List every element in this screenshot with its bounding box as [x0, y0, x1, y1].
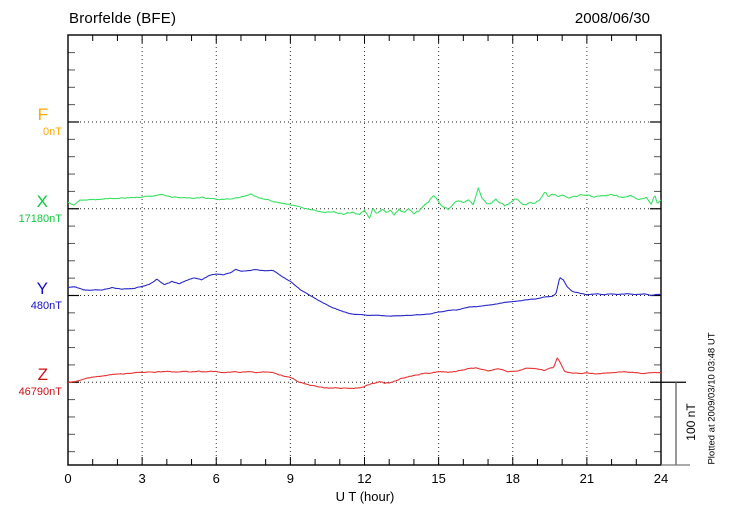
scale-bar-label: 100 nT — [684, 403, 698, 441]
channel-F-label: F — [37, 105, 48, 124]
channel-Y-label: Y — [36, 278, 48, 298]
hour-tick-label: 21 — [579, 471, 595, 486]
hour-tick-label: 15 — [431, 471, 446, 486]
channel-X-baseline-value: 17180nT — [18, 212, 62, 225]
plot-frame — [67, 34, 662, 466]
station-title: Brorfelde (BFE) — [69, 10, 177, 27]
hour-tick-label: 9 — [286, 471, 294, 486]
hour-axis-label: U T (hour) — [335, 489, 395, 504]
plot-date: 2008/06/30 — [574, 10, 650, 27]
trace-X — [67, 187, 662, 219]
channel-Z-label: Z — [37, 365, 48, 385]
hour-tick-label: 18 — [505, 471, 520, 486]
hour-tick-label: 24 — [653, 471, 669, 486]
channel-X-label: X — [36, 191, 48, 211]
channel-Z-baseline-value: 46790nT — [18, 386, 62, 399]
channel-Y-baseline-value: 480nT — [30, 299, 62, 312]
plotted-at-note: Plotted at 2009/03/10 03:48 UT — [706, 332, 718, 465]
hour-tick-label: 6 — [212, 471, 220, 486]
trace-Z — [68, 357, 662, 390]
trace-Y — [68, 268, 662, 317]
channel-F-baseline-value: 0nT — [43, 126, 62, 138]
hour-tick-label: 0 — [64, 471, 72, 486]
hour-tick-label: 12 — [357, 471, 372, 486]
hour-tick-label: 3 — [138, 471, 146, 486]
